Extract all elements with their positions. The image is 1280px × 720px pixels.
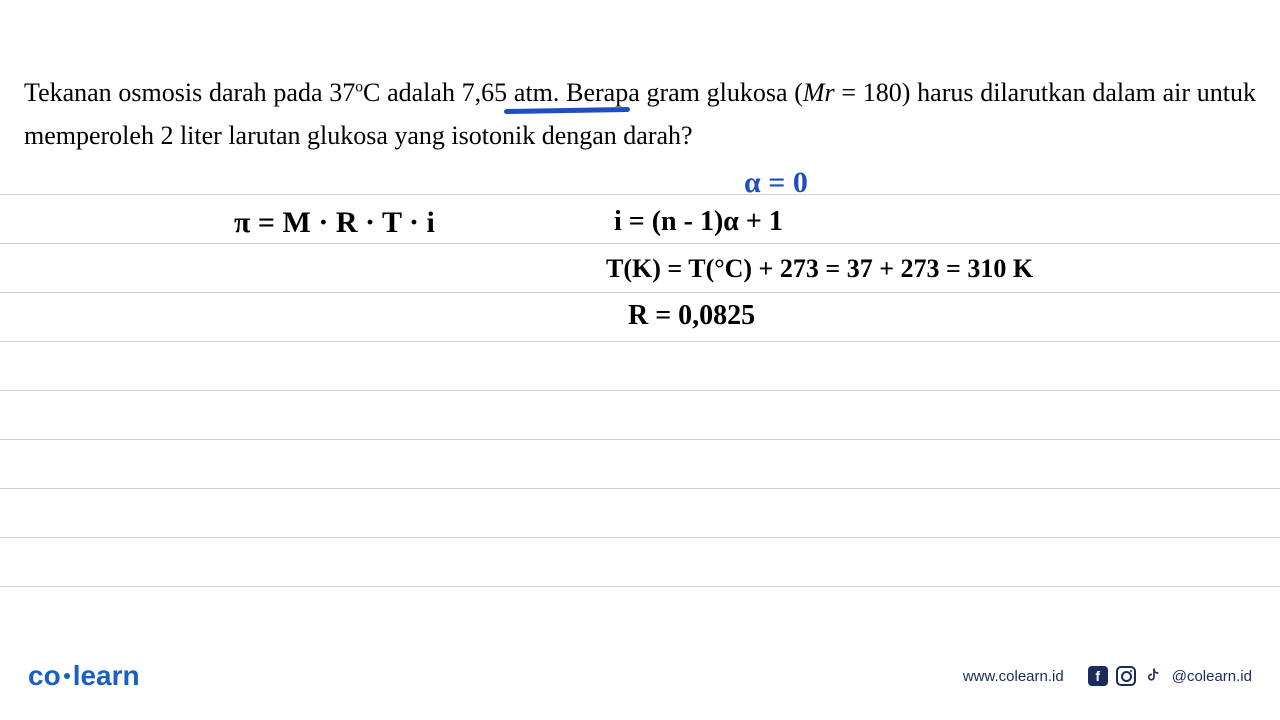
question-part-1c: = 180) harus [835, 78, 974, 107]
handwriting-text: i = (n - 1)α + 1 [614, 206, 783, 238]
ruled-line [0, 439, 1280, 440]
logo-right: learn [73, 660, 140, 691]
ruled-line [0, 341, 1280, 342]
logo-dot [64, 673, 70, 679]
brand-logo: colearn [28, 660, 140, 692]
handwriting-text: α = 0 [744, 166, 808, 200]
ruled-line [0, 390, 1280, 391]
ruled-line [0, 243, 1280, 244]
mr-symbol: Mr [803, 78, 835, 107]
degree-symbol: o [355, 78, 363, 95]
ruled-line [0, 586, 1280, 587]
social-links: f @colearn.id [1088, 666, 1252, 686]
tiktok-icon [1144, 666, 1164, 686]
ruled-line [0, 537, 1280, 538]
logo-left: co [28, 660, 61, 691]
footer: colearn www.colearn.id f @colearn.id [0, 660, 1280, 692]
question-part-1b: C adalah 7,65 atm. Berapa gram glukosa ( [363, 78, 803, 107]
facebook-icon: f [1088, 666, 1108, 686]
instagram-icon [1116, 666, 1136, 686]
ruled-line [0, 292, 1280, 293]
ruled-line [0, 194, 1280, 195]
question-text: Tekanan osmosis darah pada 37oC adalah 7… [24, 72, 1256, 158]
footer-url: www.colearn.id [963, 668, 1064, 685]
social-handle: @colearn.id [1172, 668, 1252, 685]
footer-right: www.colearn.id f @colearn.id [963, 666, 1252, 686]
handwriting-text: T(K) = T(°C) + 273 = 37 + 273 = 310 K [606, 254, 1033, 284]
handwriting-text: π = M · R · T · i [234, 206, 435, 240]
handwriting-text: R = 0,0825 [628, 300, 755, 332]
ruled-line [0, 488, 1280, 489]
question-part-1a: Tekanan osmosis darah pada 37 [24, 78, 355, 107]
